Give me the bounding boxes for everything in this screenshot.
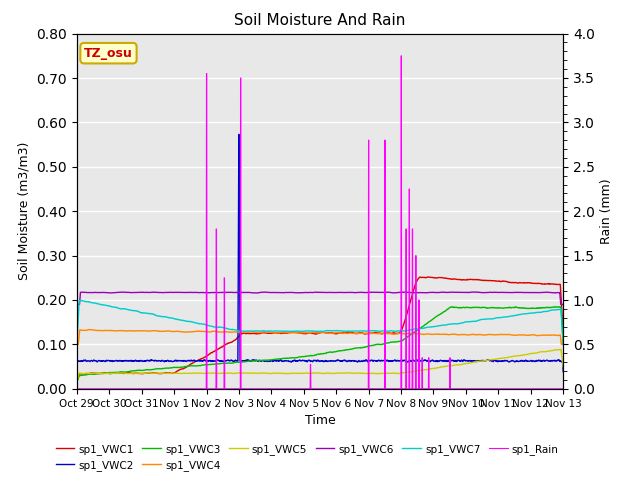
sp1_VWC2 xyxy=(98,358,106,364)
sp1_VWC1 xyxy=(545,281,553,287)
sp1_VWC1 xyxy=(73,377,81,383)
sp1_VWC5 xyxy=(456,362,463,368)
sp1_VWC5 xyxy=(310,370,317,376)
sp1_VWC3 xyxy=(296,354,304,360)
sp1_VWC2 xyxy=(456,359,464,364)
sp1_VWC3 xyxy=(545,305,553,311)
sp1_VWC1 xyxy=(559,332,567,337)
sp1_Rain xyxy=(296,386,304,392)
sp1_VWC3 xyxy=(310,353,317,359)
sp1_Rain xyxy=(397,53,405,59)
sp1_VWC4 xyxy=(559,342,567,348)
sp1_VWC2 xyxy=(236,132,243,137)
sp1_VWC4 xyxy=(456,332,464,337)
sp1_VWC1 xyxy=(425,274,433,280)
Line: sp1_VWC3: sp1_VWC3 xyxy=(77,307,563,382)
Legend: sp1_VWC1, sp1_VWC2, sp1_VWC3, sp1_VWC4, sp1_VWC5, sp1_VWC6, sp1_VWC7, sp1_Rain: sp1_VWC1, sp1_VWC2, sp1_VWC3, sp1_VWC4, … xyxy=(52,439,563,475)
sp1_VWC2 xyxy=(559,369,567,374)
sp1_VWC6 xyxy=(310,289,317,295)
sp1_VWC3 xyxy=(73,379,81,385)
sp1_VWC2 xyxy=(297,358,305,363)
sp1_VWC7 xyxy=(559,342,567,348)
sp1_VWC2 xyxy=(545,358,553,364)
sp1_Rain xyxy=(73,386,81,392)
sp1_VWC7 xyxy=(456,321,464,326)
sp1_VWC1 xyxy=(456,276,464,282)
sp1_VWC1 xyxy=(98,371,106,376)
sp1_VWC7 xyxy=(545,308,553,314)
sp1_VWC5 xyxy=(545,348,553,354)
sp1_VWC5 xyxy=(545,348,553,354)
sp1_VWC4 xyxy=(545,332,553,338)
Text: TZ_osu: TZ_osu xyxy=(84,47,133,60)
sp1_VWC4 xyxy=(98,328,106,334)
sp1_VWC2 xyxy=(73,370,81,375)
sp1_VWC7 xyxy=(310,328,317,334)
sp1_VWC4 xyxy=(545,333,553,338)
sp1_Rain xyxy=(98,386,106,392)
sp1_VWC5 xyxy=(73,377,81,383)
sp1_Rain xyxy=(456,386,464,392)
sp1_VWC6 xyxy=(473,289,481,295)
sp1_VWC7 xyxy=(545,308,553,313)
sp1_VWC1 xyxy=(296,330,304,336)
sp1_VWC4 xyxy=(297,330,305,336)
sp1_VWC1 xyxy=(545,281,553,287)
sp1_VWC6 xyxy=(545,289,553,295)
sp1_VWC2 xyxy=(545,359,553,364)
sp1_VWC2 xyxy=(310,358,317,363)
sp1_VWC5 xyxy=(296,371,304,376)
Line: sp1_VWC5: sp1_VWC5 xyxy=(77,349,563,380)
sp1_VWC6 xyxy=(98,289,106,295)
sp1_VWC7 xyxy=(73,342,81,348)
sp1_VWC6 xyxy=(545,289,553,295)
sp1_VWC3 xyxy=(98,371,106,376)
sp1_Rain xyxy=(545,386,553,392)
sp1_VWC3 xyxy=(559,341,567,347)
sp1_Rain xyxy=(559,386,567,392)
sp1_VWC3 xyxy=(550,304,558,310)
sp1_VWC4 xyxy=(73,342,81,348)
Title: Soil Moisture And Rain: Soil Moisture And Rain xyxy=(234,13,406,28)
sp1_VWC6 xyxy=(73,301,81,307)
sp1_VWC3 xyxy=(456,305,463,311)
sp1_VWC1 xyxy=(310,331,317,336)
sp1_VWC6 xyxy=(456,289,463,295)
Line: sp1_VWC1: sp1_VWC1 xyxy=(77,277,563,380)
sp1_VWC7 xyxy=(297,328,305,334)
sp1_VWC7 xyxy=(98,302,106,308)
sp1_VWC4 xyxy=(85,326,93,332)
sp1_VWC5 xyxy=(98,371,106,376)
Line: sp1_Rain: sp1_Rain xyxy=(77,56,563,389)
sp1_VWC3 xyxy=(545,305,553,311)
Y-axis label: Soil Moisture (m3/m3): Soil Moisture (m3/m3) xyxy=(18,142,31,280)
sp1_VWC5 xyxy=(557,347,565,352)
sp1_VWC6 xyxy=(559,301,567,307)
sp1_Rain xyxy=(545,386,553,392)
sp1_Rain xyxy=(310,386,317,392)
sp1_VWC7 xyxy=(77,298,84,303)
sp1_VWC5 xyxy=(559,364,567,370)
Y-axis label: Rain (mm): Rain (mm) xyxy=(600,179,614,244)
Line: sp1_VWC6: sp1_VWC6 xyxy=(77,292,563,304)
X-axis label: Time: Time xyxy=(305,414,335,427)
Line: sp1_VWC4: sp1_VWC4 xyxy=(77,329,563,345)
Line: sp1_VWC2: sp1_VWC2 xyxy=(77,134,563,372)
Line: sp1_VWC7: sp1_VWC7 xyxy=(77,300,563,345)
sp1_VWC4 xyxy=(310,330,317,336)
sp1_VWC6 xyxy=(296,290,304,296)
